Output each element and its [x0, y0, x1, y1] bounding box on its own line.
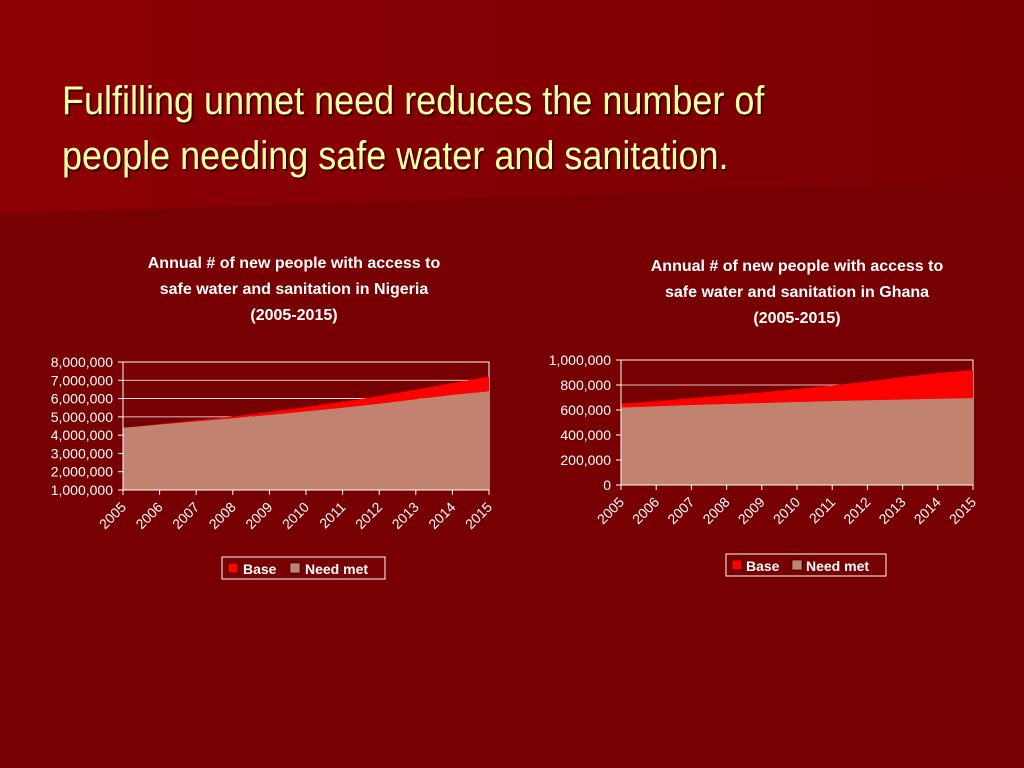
area-need-met	[621, 398, 973, 485]
x-tick-label: 2015	[946, 494, 979, 527]
x-tick-label: 2010	[770, 494, 803, 527]
chart-title-line: safe water and sanitation in Nigeria	[160, 281, 429, 298]
area-base	[621, 370, 973, 408]
y-tick-label: 200,000	[560, 452, 611, 468]
y-tick-label: 1,000,000	[549, 352, 611, 368]
legend-swatch-base	[227, 562, 239, 574]
series-areas	[621, 370, 973, 485]
x-tick-label: 2009	[735, 494, 768, 527]
legend: Base Need met	[725, 553, 887, 577]
chart-title-line: Annual # of new people with access to	[651, 258, 944, 275]
x-tick-label: 2012	[840, 494, 873, 527]
chart-title-line: Annual # of new people with access to	[148, 255, 441, 272]
x-tick-label: 2012	[352, 499, 385, 532]
slide-title-line: Fulfilling unmet need reduces the number…	[62, 79, 765, 123]
x-tick-label: 2007	[169, 499, 202, 532]
title-band	[0, 0, 1024, 214]
y-tick-label: 5,000,000	[51, 409, 113, 425]
y-tick-label: 600,000	[560, 402, 611, 418]
y-tick-label: 7,000,000	[51, 372, 113, 388]
x-tick-label: 2011	[806, 494, 839, 527]
x-tick-label: 2008	[699, 494, 732, 527]
x-tick-label: 2008	[206, 499, 239, 532]
legend-swatch-need-met	[289, 562, 301, 574]
y-tick-label: 0	[603, 477, 611, 493]
x-tick-label: 2005	[96, 499, 129, 532]
x-tick-label: 2006	[629, 494, 662, 527]
chart-title-line: (2005-2015)	[753, 310, 840, 327]
x-tick-label: 2006	[132, 499, 165, 532]
legend-box	[221, 556, 386, 580]
legend: Base Need met	[221, 556, 386, 580]
x-tick-label: 2011	[316, 499, 349, 532]
area-need-met	[123, 391, 489, 490]
x-tick-label: 2009	[242, 499, 275, 532]
chart-title-line: safe water and sanitation in Ghana	[665, 284, 929, 301]
y-tick-label: 800,000	[560, 377, 611, 393]
slide-title-line: people needing safe water and sanitation…	[62, 134, 729, 178]
ghana-area-chart: Annual # of new people with access to sa…	[549, 258, 979, 577]
y-tick-label: 2,000,000	[51, 464, 113, 480]
nigeria-area-chart: Annual # of new people with access to sa…	[51, 255, 495, 580]
y-tick-label: 1,000,000	[51, 482, 113, 498]
legend-swatch-need-met	[791, 559, 803, 571]
y-tick-label: 8,000,000	[51, 354, 113, 370]
legend-label-need-met: Need met	[305, 561, 368, 577]
legend-label-base: Base	[243, 561, 277, 577]
x-tick-label: 2010	[279, 499, 312, 532]
x-tick-label: 2005	[594, 494, 627, 527]
legend-label-base: Base	[746, 558, 780, 574]
x-tick-label: 2007	[664, 494, 697, 527]
slide-title: Fulfilling unmet need reduces the number…	[62, 74, 908, 184]
y-tick-label: 3,000,000	[51, 445, 113, 461]
legend-label-need-met: Need met	[806, 558, 869, 574]
series-areas	[123, 376, 489, 490]
x-tick-label: 2015	[462, 499, 495, 532]
legend-swatch-base	[731, 559, 743, 571]
y-tick-label: 400,000	[560, 427, 611, 443]
x-tick-label: 2013	[875, 494, 908, 527]
chart-title-line: (2005-2015)	[250, 307, 337, 324]
y-tick-label: 4,000,000	[51, 427, 113, 443]
y-tick-label: 6,000,000	[51, 391, 113, 407]
x-tick-label: 2014	[425, 499, 458, 532]
x-tick-label: 2014	[911, 494, 944, 527]
legend-box	[725, 553, 887, 577]
x-tick-label: 2013	[389, 499, 422, 532]
